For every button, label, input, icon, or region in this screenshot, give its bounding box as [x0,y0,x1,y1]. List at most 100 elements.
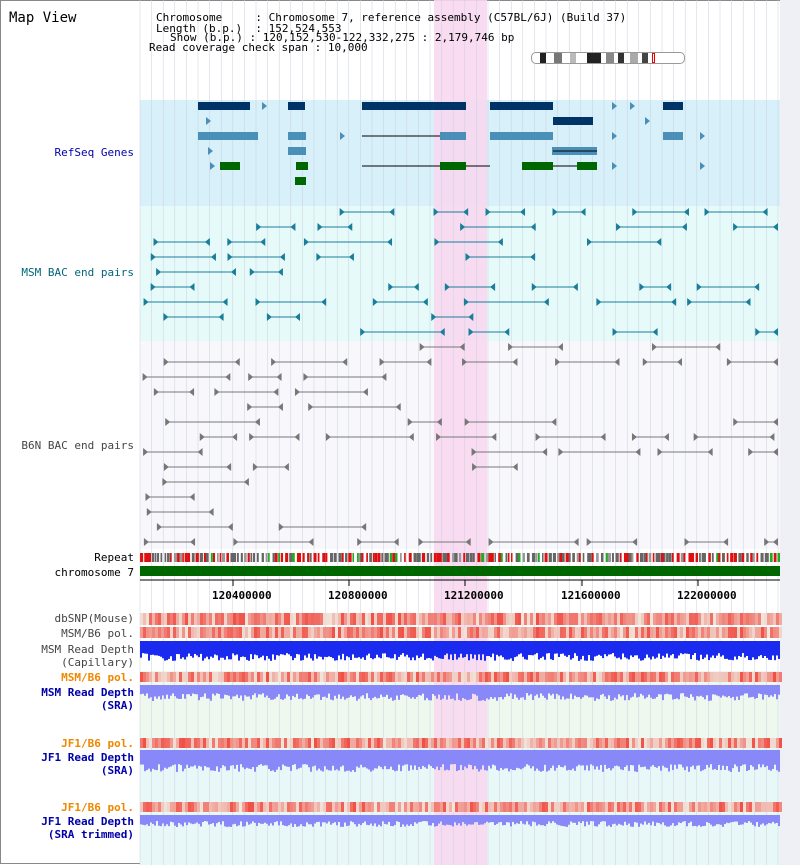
read-depth-bar [396,750,398,771]
read-depth-bar [648,750,650,770]
read-depth-bar [336,750,338,770]
read-depth-bar [524,750,526,767]
read-depth-bar [434,815,436,827]
polymorphism-cell [560,802,563,812]
read-depth-bar [306,815,308,823]
repeat-mark [544,553,548,562]
read-depth-bar [586,750,588,766]
polymorphism-cell [278,802,281,812]
read-depth-bar [760,750,762,768]
polymorphism-cell [521,613,524,625]
polymorphism-cell [593,613,596,625]
b6n-pair-end-icon [773,448,778,456]
read-depth-bar [658,685,660,695]
read-depth-bar [396,641,398,660]
repeat-mark [182,553,184,562]
read-depth-bar [322,815,324,823]
polymorphism-cell [590,802,593,812]
read-depth-bar [288,815,290,826]
polymorphism-cell [185,738,188,748]
msm-pair-end-icon [463,298,469,306]
read-depth-bar [656,685,658,697]
read-depth-bar [334,641,336,661]
polymorphism-cell [326,672,329,682]
polymorphism-cell [302,627,305,638]
read-depth-bar [146,750,148,771]
read-depth-bar [426,815,428,822]
read-depth-bar [320,815,322,827]
repeat-mark [219,553,222,562]
read-depth-bar [606,750,608,769]
axis-tick-label-3: 121600000 [561,589,621,602]
b6n-pair-end-icon [276,373,282,381]
polymorphism-cell [245,672,248,682]
polymorphism-cell [503,627,506,638]
repeat-mark [734,553,737,562]
read-depth-bar [410,815,412,825]
read-depth-bar [596,815,598,827]
read-depth-bar [754,815,756,827]
read-depth-bar [392,685,394,701]
read-depth-bar [186,641,188,657]
read-depth-bar [284,750,286,766]
read-depth-bar [508,815,510,823]
polymorphism-cell [662,738,665,748]
read-depth-bar [344,815,346,823]
read-depth-bar [460,685,462,701]
polymorphism-cell [182,802,185,812]
read-depth-bar [602,750,604,772]
repeat-mark [256,553,259,562]
read-depth-bar [742,685,744,696]
polymorphism-cell [698,613,701,625]
read-depth-bar [256,815,258,826]
polymorphism-cell [167,627,170,638]
repeat-mark [191,553,195,562]
read-depth-bar [664,750,666,768]
read-depth-bar [582,750,584,766]
read-depth-bar [560,685,562,700]
polymorphism-cell [155,802,158,812]
read-depth-bar [642,750,644,767]
repeat-mark [463,553,466,562]
polymorphism-cell [722,802,725,812]
polymorphism-cell [596,738,599,748]
polymorphism-cell [728,627,731,638]
repeat-mark [244,553,247,562]
read-depth-bar [640,815,642,824]
read-depth-bar [662,685,664,701]
read-depth-bar [326,815,328,824]
read-depth-bar [666,641,668,654]
polymorphism-cell [221,802,224,812]
read-depth-bar [242,685,244,701]
b6n-pair-end-icon [208,508,214,516]
read-depth-bar [728,815,730,824]
polymorphism-cell [149,738,152,748]
read-depth-bar [520,641,522,654]
chromosome-ideogram[interactable] [531,52,685,64]
polymorphism-cell [377,672,380,682]
read-depth-bar [380,815,382,827]
b6n-pair-end-icon [418,538,424,546]
read-depth-bar [664,815,666,826]
polymorphism-cell [506,738,509,748]
polymorphism-cell [776,802,779,812]
read-depth-bar [532,750,534,767]
polymorphism-cell [668,738,671,748]
read-depth-bar [162,641,164,659]
read-depth-bar [660,685,662,695]
polymorphism-cell [239,738,242,748]
msm-pair-end-icon [347,223,353,231]
msm-pair-end-icon [733,223,739,231]
read-depth-bar [616,750,618,766]
read-depth-bar [414,815,416,823]
read-depth-bar [328,685,330,694]
read-depth-bar [326,750,328,770]
read-depth-bar [314,685,316,696]
read-depth-bar [766,815,768,825]
repeat-mark [576,553,580,562]
polymorphism-cell [686,738,689,748]
b6n-pair-end-icon [381,373,387,381]
read-depth-bar [430,815,432,826]
polymorphism-cell [200,627,203,638]
